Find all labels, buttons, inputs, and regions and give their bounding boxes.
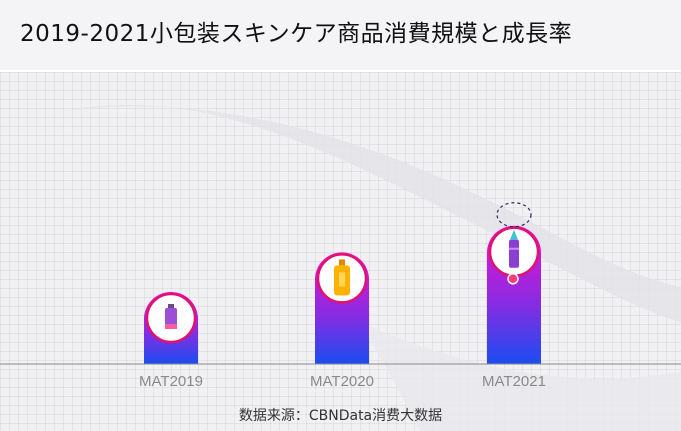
tube-cap [168, 304, 174, 308]
title-bar: 2019-2021小包装スキンケア商品消費規模と成長率 [0, 0, 681, 70]
plot-area: MAT2019 MAT2020 MAT2021 [0, 72, 681, 431]
category-label: MAT2020 [310, 373, 374, 390]
pencil-body [509, 239, 519, 268]
bottle-icon [334, 259, 350, 296]
bottle-label [339, 272, 345, 287]
category-label: MAT2021 [482, 373, 546, 390]
category-label: MAT2019 [139, 373, 203, 390]
data-source-note: 数据来源：CBNData消费大数据 [238, 408, 443, 424]
background-brush-stroke [360, 322, 681, 431]
bar-chart: MAT2019 MAT2020 MAT2021 [0, 104, 681, 431]
lipstick-pencil-icon [509, 229, 519, 268]
chart-title: 2019-2021小包装スキンケア商品消費規模と成長率 [20, 21, 573, 47]
tube-band [165, 324, 177, 329]
small-tube-icon [165, 304, 177, 329]
pencil-tip [510, 229, 518, 240]
highlight-dot [507, 273, 519, 285]
bar-badge [316, 253, 368, 304]
pencil-band [509, 247, 519, 250]
bar-badge [145, 292, 197, 344]
bottle-cap [339, 259, 345, 266]
background-brush-stroke [60, 104, 681, 322]
highlight-ring [496, 202, 532, 228]
bar-badge [488, 226, 540, 278]
tube-body [165, 308, 177, 328]
